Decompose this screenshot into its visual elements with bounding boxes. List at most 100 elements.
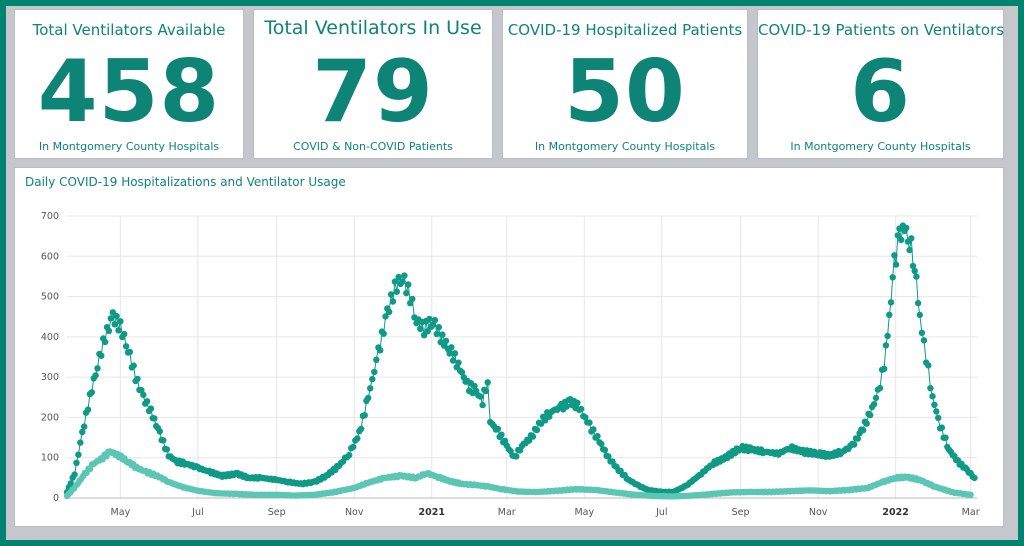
data-point-hospitalized	[867, 411, 874, 419]
kpi-card-hospitalized-patients[interactable]: COVID-19 Hospitalized Patients 50 In Mon…	[502, 9, 748, 159]
data-point-hospitalized	[98, 352, 105, 359]
x-tick-label: Nov	[345, 507, 364, 518]
data-point-hospitalized	[163, 446, 171, 453]
x-tick-label: Sep	[268, 507, 286, 518]
data-point-hospitalized	[446, 350, 453, 357]
data-point-hospitalized	[389, 298, 397, 305]
kpi-card-ventilators-available[interactable]: Total Ventilators Available 458 In Montg…	[14, 9, 244, 159]
data-point-hospitalized	[598, 440, 605, 448]
data-point-hospitalized	[933, 408, 940, 415]
kpi-value: 50	[564, 42, 686, 142]
data-point-hospitalized	[484, 379, 491, 386]
data-point-hospitalized	[75, 451, 82, 458]
data-point-hospitalized	[925, 362, 932, 369]
data-point-hospitalized	[927, 385, 934, 392]
data-point-hospitalized	[918, 329, 926, 336]
data-point-hospitalized	[892, 261, 900, 268]
data-point-hospitalized	[533, 426, 541, 434]
kpi-value: 458	[37, 42, 221, 142]
data-point-hospitalized	[121, 330, 128, 338]
data-point-hospitalized	[601, 446, 609, 454]
data-point-hospitalized	[471, 382, 478, 390]
data-point-hospitalized	[88, 389, 96, 396]
data-point-hospitalized	[156, 428, 163, 435]
kpi-subtitle: In Montgomery County Hospitals	[534, 140, 716, 153]
data-point-hospitalized	[346, 451, 353, 459]
data-point-hospitalized	[373, 356, 380, 363]
data-point-hospitalized	[79, 428, 86, 436]
x-tick-label: Mar	[498, 507, 516, 518]
x-tick-label: Sep	[732, 507, 750, 518]
data-point-hospitalized	[126, 348, 134, 356]
data-point-hospitalized	[401, 272, 408, 279]
y-tick-label: 300	[41, 372, 59, 383]
data-point-hospitalized	[377, 347, 384, 354]
kpi-subtitle: In Montgomery County Hospitals	[38, 140, 220, 153]
data-point-hospitalized	[458, 369, 466, 376]
data-point-hospitalized	[971, 474, 978, 482]
data-point-hospitalized	[357, 425, 365, 433]
data-point-hospitalized	[889, 274, 896, 281]
y-tick-label: 0	[53, 493, 59, 504]
data-point-hospitalized	[140, 391, 147, 399]
kpi-title: Total Ventilators Available	[32, 21, 226, 39]
data-point-hospitalized	[578, 405, 585, 413]
data-point-hospitalized	[431, 316, 439, 324]
y-tick-label: 200	[41, 412, 59, 423]
kpi-card-patients-on-ventilators[interactable]: COVID-19 Patients on Ventilators 6 In Mo…	[757, 9, 1004, 159]
data-point-hospitalized	[605, 453, 612, 460]
data-point-hospitalized	[354, 435, 361, 442]
data-point-hospitalized	[916, 311, 923, 319]
data-point-hospitalized	[405, 281, 412, 288]
data-point-hospitalized	[67, 480, 74, 487]
data-point-hospitalized	[391, 278, 399, 285]
kpi-value: 6	[850, 42, 911, 142]
data-point-hospitalized	[111, 321, 118, 328]
data-point-hospitalized	[439, 331, 446, 338]
data-point-hospitalized	[529, 433, 537, 440]
data-point-hospitalized	[94, 365, 101, 372]
y-tick-label: 600	[41, 251, 59, 262]
data-point-hospitalized	[367, 385, 374, 392]
data-point-hospitalized	[886, 311, 893, 318]
kpi-title: COVID-19 Hospitalized Patients	[507, 21, 743, 39]
data-point-hospitalized	[851, 441, 858, 448]
data-point-hospitalized	[909, 262, 917, 270]
chart-canvas[interactable]: 0 100 200 300 400 500 600 700 May Jul Sep Nov 2021 Ma…	[15, 168, 1005, 528]
y-tick-label: 400	[41, 332, 59, 343]
data-point-hospitalized	[872, 394, 880, 402]
kpi-subtitle: COVID & Non-COVID Patients	[293, 140, 453, 153]
data-point-hospitalized	[426, 315, 433, 323]
data-point-hospitalized	[393, 288, 400, 295]
data-point-hospitalized	[442, 337, 450, 345]
data-point-hospitalized	[929, 393, 936, 400]
data-point-hospitalized	[498, 431, 505, 438]
x-tick-label: May	[111, 507, 131, 518]
data-point-hospitalized	[403, 289, 410, 297]
data-point-hospitalized	[887, 299, 895, 306]
data-point-hospitalized	[563, 403, 570, 410]
data-point-hospitalized	[73, 459, 80, 466]
data-point-hospitalized	[494, 425, 502, 433]
data-point-hospitalized	[117, 318, 124, 325]
data-point-hospitalized	[369, 375, 376, 383]
data-point-hospitalized	[513, 453, 520, 460]
data-point-hospitalized	[931, 401, 938, 408]
y-tick-label: 100	[41, 453, 59, 464]
data-point-hospitalized	[898, 236, 905, 243]
data-point-hospitalized	[387, 291, 395, 298]
data-point-hospitalized	[113, 312, 120, 320]
data-point-hospitalized	[84, 406, 92, 413]
data-point-hospitalized	[594, 432, 601, 440]
data-point-ventilators	[967, 491, 974, 498]
data-point-hospitalized	[380, 330, 387, 337]
kpi-card-ventilators-in-use[interactable]: Total Ventilators In Use 79 COVID & Non-…	[253, 9, 493, 159]
data-point-hospitalized	[409, 295, 416, 303]
kpi-title: COVID-19 Patients on Ventilators	[758, 21, 1005, 39]
data-point-hospitalized	[854, 435, 861, 442]
chart-panel[interactable]: Daily COVID-19 Hospitalizations and Vent…	[14, 167, 1004, 527]
data-point-hospitalized	[479, 401, 486, 409]
x-tick-label: Nov	[809, 507, 828, 518]
data-point-hospitalized	[101, 338, 109, 346]
data-point-hospitalized	[582, 414, 589, 421]
